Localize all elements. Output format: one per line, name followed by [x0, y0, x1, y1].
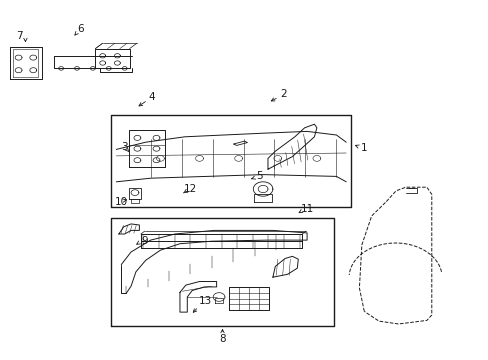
Text: 7: 7 [16, 31, 23, 41]
Text: 11: 11 [300, 204, 313, 214]
Text: 13: 13 [198, 296, 212, 306]
Text: 5: 5 [255, 171, 262, 181]
Text: 2: 2 [280, 89, 286, 99]
Text: 3: 3 [121, 142, 128, 152]
Text: 9: 9 [141, 236, 147, 246]
Text: 1: 1 [360, 143, 366, 153]
Text: 8: 8 [219, 334, 225, 344]
Text: 12: 12 [183, 184, 197, 194]
Text: 4: 4 [148, 92, 155, 102]
Text: 6: 6 [77, 24, 84, 34]
Text: 10: 10 [115, 197, 127, 207]
